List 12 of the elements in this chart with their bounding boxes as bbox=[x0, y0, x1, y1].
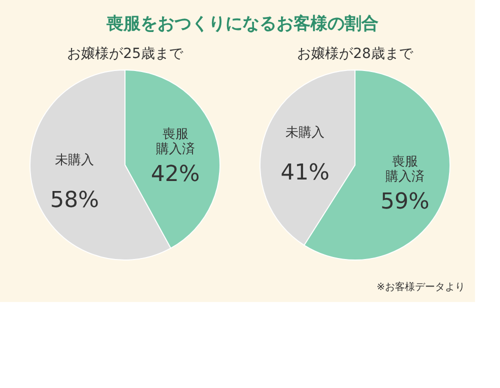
data-label: 58% bbox=[50, 188, 100, 213]
text: ※お客様データより bbox=[376, 281, 465, 293]
slice-label: 喪服購入済 bbox=[385, 154, 424, 185]
slice-label: 未購入 bbox=[286, 125, 325, 140]
chart-subtitle: お嬢様が25歳まで bbox=[67, 46, 184, 62]
data-label: 59% bbox=[380, 190, 430, 215]
chart-subtitle: お嬢様が28歳まで bbox=[297, 46, 414, 62]
data-label: 42% bbox=[150, 162, 200, 188]
slice-label: 喪服購入済 bbox=[156, 127, 195, 158]
data-label: 41% bbox=[280, 160, 330, 186]
chart-title: 喪服をおつくりになるお客様の割合 bbox=[106, 14, 378, 34]
slice-label: 未購入 bbox=[55, 152, 94, 168]
